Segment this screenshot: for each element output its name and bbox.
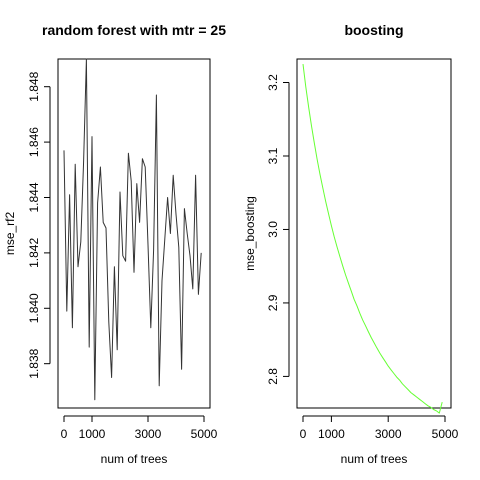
boosting-y-tick-label: 2.9 (266, 294, 280, 311)
boosting-x-tick-label: 5000 (432, 427, 459, 441)
boosting-y-tick-label: 2.8 (266, 368, 280, 385)
boosting-y-tick-label: 3.1 (266, 147, 280, 164)
rf-x-axis-label: num of trees (101, 452, 168, 466)
boosting-panel: boosting 0 1000 3000 5000 2.8 2.9 3.0 3.1 3.2 num … (243, 22, 459, 466)
boosting-y-tick-label: 3.0 (266, 221, 280, 238)
rf-title: random forest with mtr = 25 (42, 22, 226, 38)
boosting-title: boosting (344, 22, 403, 38)
rf-y-tick-label: 1.842 (27, 238, 41, 268)
rf-series-line (63, 58, 202, 401)
rf-y-tick-label: 1.840 (27, 293, 41, 323)
boosting-series-line (302, 64, 443, 414)
boosting-x-tick-label: 1000 (318, 427, 345, 441)
rf-x-tick-label: 3000 (135, 427, 162, 441)
boosting-x-axis-label: num of trees (341, 452, 408, 466)
rf-x-tick-label: 1000 (79, 427, 106, 441)
boosting-y-axis-label: mse_boosting (243, 196, 257, 271)
boosting-y-tick-label: 3.2 (266, 74, 280, 91)
rf-plot-frame (57, 58, 211, 409)
boosting-x-tick-label: 0 (300, 427, 307, 441)
rf-y-tick-label: 1.838 (27, 348, 41, 378)
boosting-x-tick-label: 3000 (375, 427, 402, 441)
rf-y-axis-label: mse_rf2 (3, 212, 17, 256)
rf-y-tick-label: 1.846 (27, 127, 41, 157)
rf-y-tick-label: 1.844 (27, 182, 41, 212)
boosting-plot-frame (296, 58, 452, 409)
rf-x-tick-label: 0 (61, 427, 68, 441)
rf-panel: random forest with mtr = 25 0 1000 3000 5000… (3, 22, 226, 466)
rf-x-tick-label: 5000 (191, 427, 218, 441)
rf-y-tick-label: 1.848 (27, 71, 41, 101)
